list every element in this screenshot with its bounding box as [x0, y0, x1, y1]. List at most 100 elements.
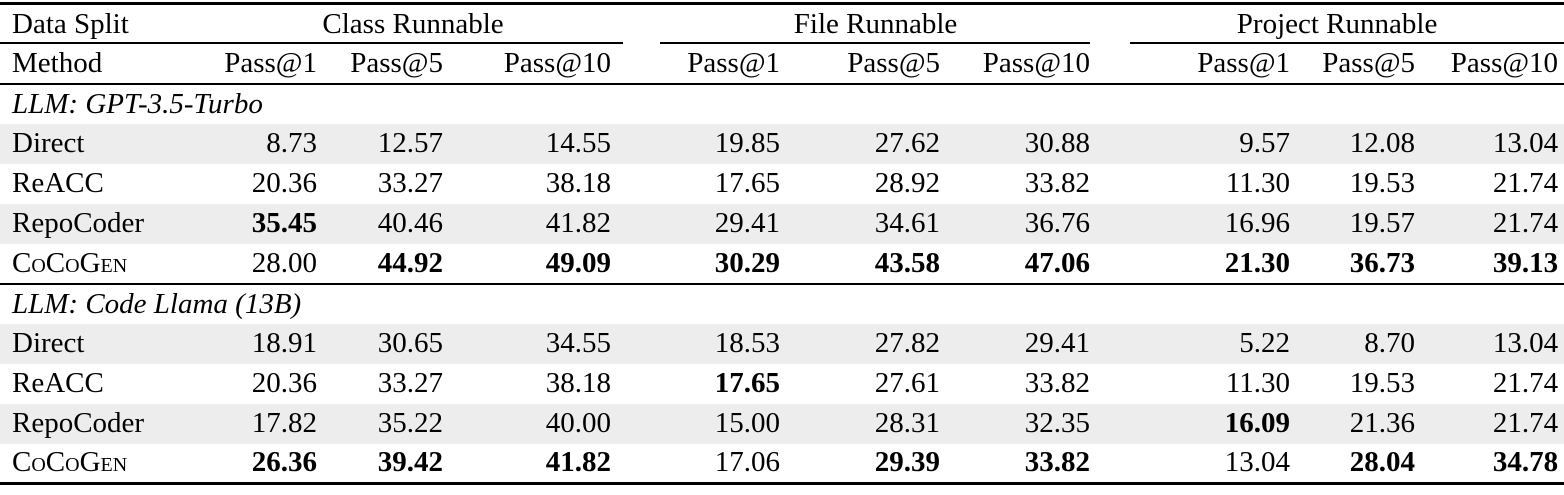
metric-cell: 34.61 — [800, 203, 961, 244]
header-method: Method — [0, 43, 185, 85]
metric-cell: 47.06 — [960, 243, 1111, 285]
metric-cell: 33.82 — [1024, 367, 1091, 399]
metric-cell: 33.82 — [1024, 446, 1091, 479]
metric-cell: 28.92 — [874, 167, 941, 199]
table-row-direct: Direct 8.73 12.57 14.55 19.85 27.62 30.8… — [0, 123, 1564, 164]
header-group-class-runnable: Class Runnable — [185, 4, 641, 44]
method-cell: CoCoGen — [12, 446, 128, 479]
metric-cell: 12.57 — [337, 123, 463, 164]
metric-cell: 20.36 — [251, 167, 317, 199]
metric-cell: 19.57 — [1310, 203, 1436, 244]
method-cell: RepoCoder — [0, 203, 185, 244]
table-row-direct: Direct 18.91 30.65 34.55 18.53 27.82 29.… — [0, 323, 1564, 364]
method-cell: ReACC — [12, 367, 104, 399]
metric-cell: 21.74 — [1435, 203, 1564, 244]
metric-cell: 16.09 — [1110, 403, 1311, 444]
metric-cell: 36.73 — [1310, 243, 1436, 285]
table-row-cocogen: CoCoGen 26.36 39.42 41.82 17.06 29.39 33… — [0, 444, 1564, 484]
metric-cell: 13.04 — [1224, 446, 1291, 479]
metric-cell: 20.36 — [251, 367, 317, 399]
metric-cell: 19.53 — [1349, 167, 1416, 199]
metric-cell: 28.00 — [185, 243, 337, 285]
metric-cell: 21.74 — [1492, 367, 1559, 399]
metric-cell: 8.73 — [185, 123, 337, 164]
section-label: LLM: GPT-3.5-Turbo — [12, 87, 263, 120]
metric-cell: 13.04 — [1435, 323, 1564, 364]
metric-cell: 27.61 — [874, 367, 941, 399]
metric-cell: 26.36 — [251, 446, 317, 479]
metric-cell: 35.45 — [185, 203, 337, 244]
metric-cell: 49.09 — [463, 243, 642, 285]
metric-cell: 29.41 — [960, 323, 1111, 364]
metric-cell: 18.53 — [641, 323, 801, 364]
table-row-reacc: ReACC 20.36 33.27 38.18 17.65 27.61 33.8… — [0, 364, 1564, 404]
table-row-reacc: ReACC 20.36 33.27 38.18 17.65 28.92 33.8… — [0, 164, 1564, 204]
metric-cell: 15.00 — [641, 403, 801, 444]
metric-cell: 17.65 — [714, 367, 781, 399]
metric-cell: 40.00 — [463, 403, 642, 444]
metric-cell: 29.41 — [641, 203, 801, 244]
metric-cell: 21.30 — [1110, 243, 1311, 285]
header-pass5-project: Pass@5 — [1310, 43, 1436, 85]
metric-cell: 17.82 — [185, 403, 337, 444]
method-cell: ReACC — [12, 167, 104, 199]
header-data-split: Data Split — [0, 4, 185, 44]
results-table-container: Data Split Class Runnable File Runnable … — [0, 2, 1564, 485]
metric-cell: 9.57 — [1110, 123, 1311, 164]
metric-cell: 38.18 — [545, 367, 612, 399]
metric-cell: 41.82 — [463, 203, 642, 244]
metric-cell: 28.04 — [1349, 446, 1416, 479]
header-pass1-class: Pass@1 — [185, 43, 337, 85]
metric-cell: 21.74 — [1492, 167, 1559, 199]
metric-cell: 21.74 — [1435, 403, 1564, 444]
metric-cell: 39.13 — [1435, 243, 1564, 285]
header-pass10-project: Pass@10 — [1435, 43, 1564, 85]
metric-cell: 35.22 — [337, 403, 463, 444]
method-cell: RepoCoder — [0, 403, 185, 444]
metric-cell: 41.82 — [545, 446, 612, 479]
header-pass10-file: Pass@10 — [960, 43, 1111, 85]
header-pass5-file: Pass@5 — [800, 43, 961, 85]
section-header-gpt35: LLM: GPT-3.5-Turbo — [0, 84, 1564, 124]
metric-cell: 32.35 — [960, 403, 1111, 444]
metric-cell: 29.39 — [874, 446, 941, 479]
metric-cell: 19.85 — [641, 123, 801, 164]
metric-cell: 33.27 — [377, 367, 443, 399]
metric-cell: 19.53 — [1349, 367, 1416, 399]
metric-cell: 27.62 — [800, 123, 961, 164]
metric-cell: 16.96 — [1110, 203, 1311, 244]
metric-cell: 33.82 — [1024, 167, 1091, 199]
method-cell: Direct — [0, 323, 185, 364]
header-group-file-runnable: File Runnable — [641, 4, 1110, 44]
table-row-repocoder: RepoCoder 35.45 40.46 41.82 29.41 34.61 … — [0, 203, 1564, 244]
header-group-project-runnable: Project Runnable — [1110, 4, 1564, 44]
metric-cell: 14.55 — [463, 123, 642, 164]
metric-cell: 40.46 — [337, 203, 463, 244]
metric-cell: 11.30 — [1225, 367, 1291, 399]
metric-cell: 11.30 — [1225, 167, 1291, 199]
metric-cell: 17.65 — [714, 167, 781, 199]
header-row-metrics: Method Pass@1 Pass@5 Pass@10 Pass@1 Pass… — [0, 43, 1564, 85]
metric-cell: 34.55 — [463, 323, 642, 364]
metric-cell: 8.70 — [1310, 323, 1436, 364]
metric-cell: 17.06 — [714, 446, 781, 479]
header-pass1-file: Pass@1 — [641, 43, 801, 85]
table-row-cocogen: CoCoGen 28.00 44.92 49.09 30.29 43.58 47… — [0, 243, 1564, 285]
metric-cell: 5.22 — [1110, 323, 1311, 364]
metric-cell: 18.91 — [185, 323, 337, 364]
metric-cell: 34.78 — [1492, 446, 1559, 479]
metric-cell: 39.42 — [377, 446, 443, 479]
header-row-groups: Data Split Class Runnable File Runnable … — [0, 4, 1564, 44]
metric-cell: 36.76 — [960, 203, 1111, 244]
results-table: Data Split Class Runnable File Runnable … — [0, 2, 1564, 485]
metric-cell: 27.82 — [800, 323, 961, 364]
method-cell: Direct — [0, 123, 185, 164]
metric-cell: 21.36 — [1310, 403, 1436, 444]
metric-cell: 43.58 — [800, 243, 961, 285]
metric-cell: 30.65 — [337, 323, 463, 364]
metric-cell: 38.18 — [545, 167, 612, 199]
header-pass1-project: Pass@1 — [1110, 43, 1311, 85]
metric-cell: 30.29 — [641, 243, 801, 285]
section-header-codellama: LLM: Code Llama (13B) — [0, 284, 1564, 324]
metric-cell: 33.27 — [377, 167, 443, 199]
